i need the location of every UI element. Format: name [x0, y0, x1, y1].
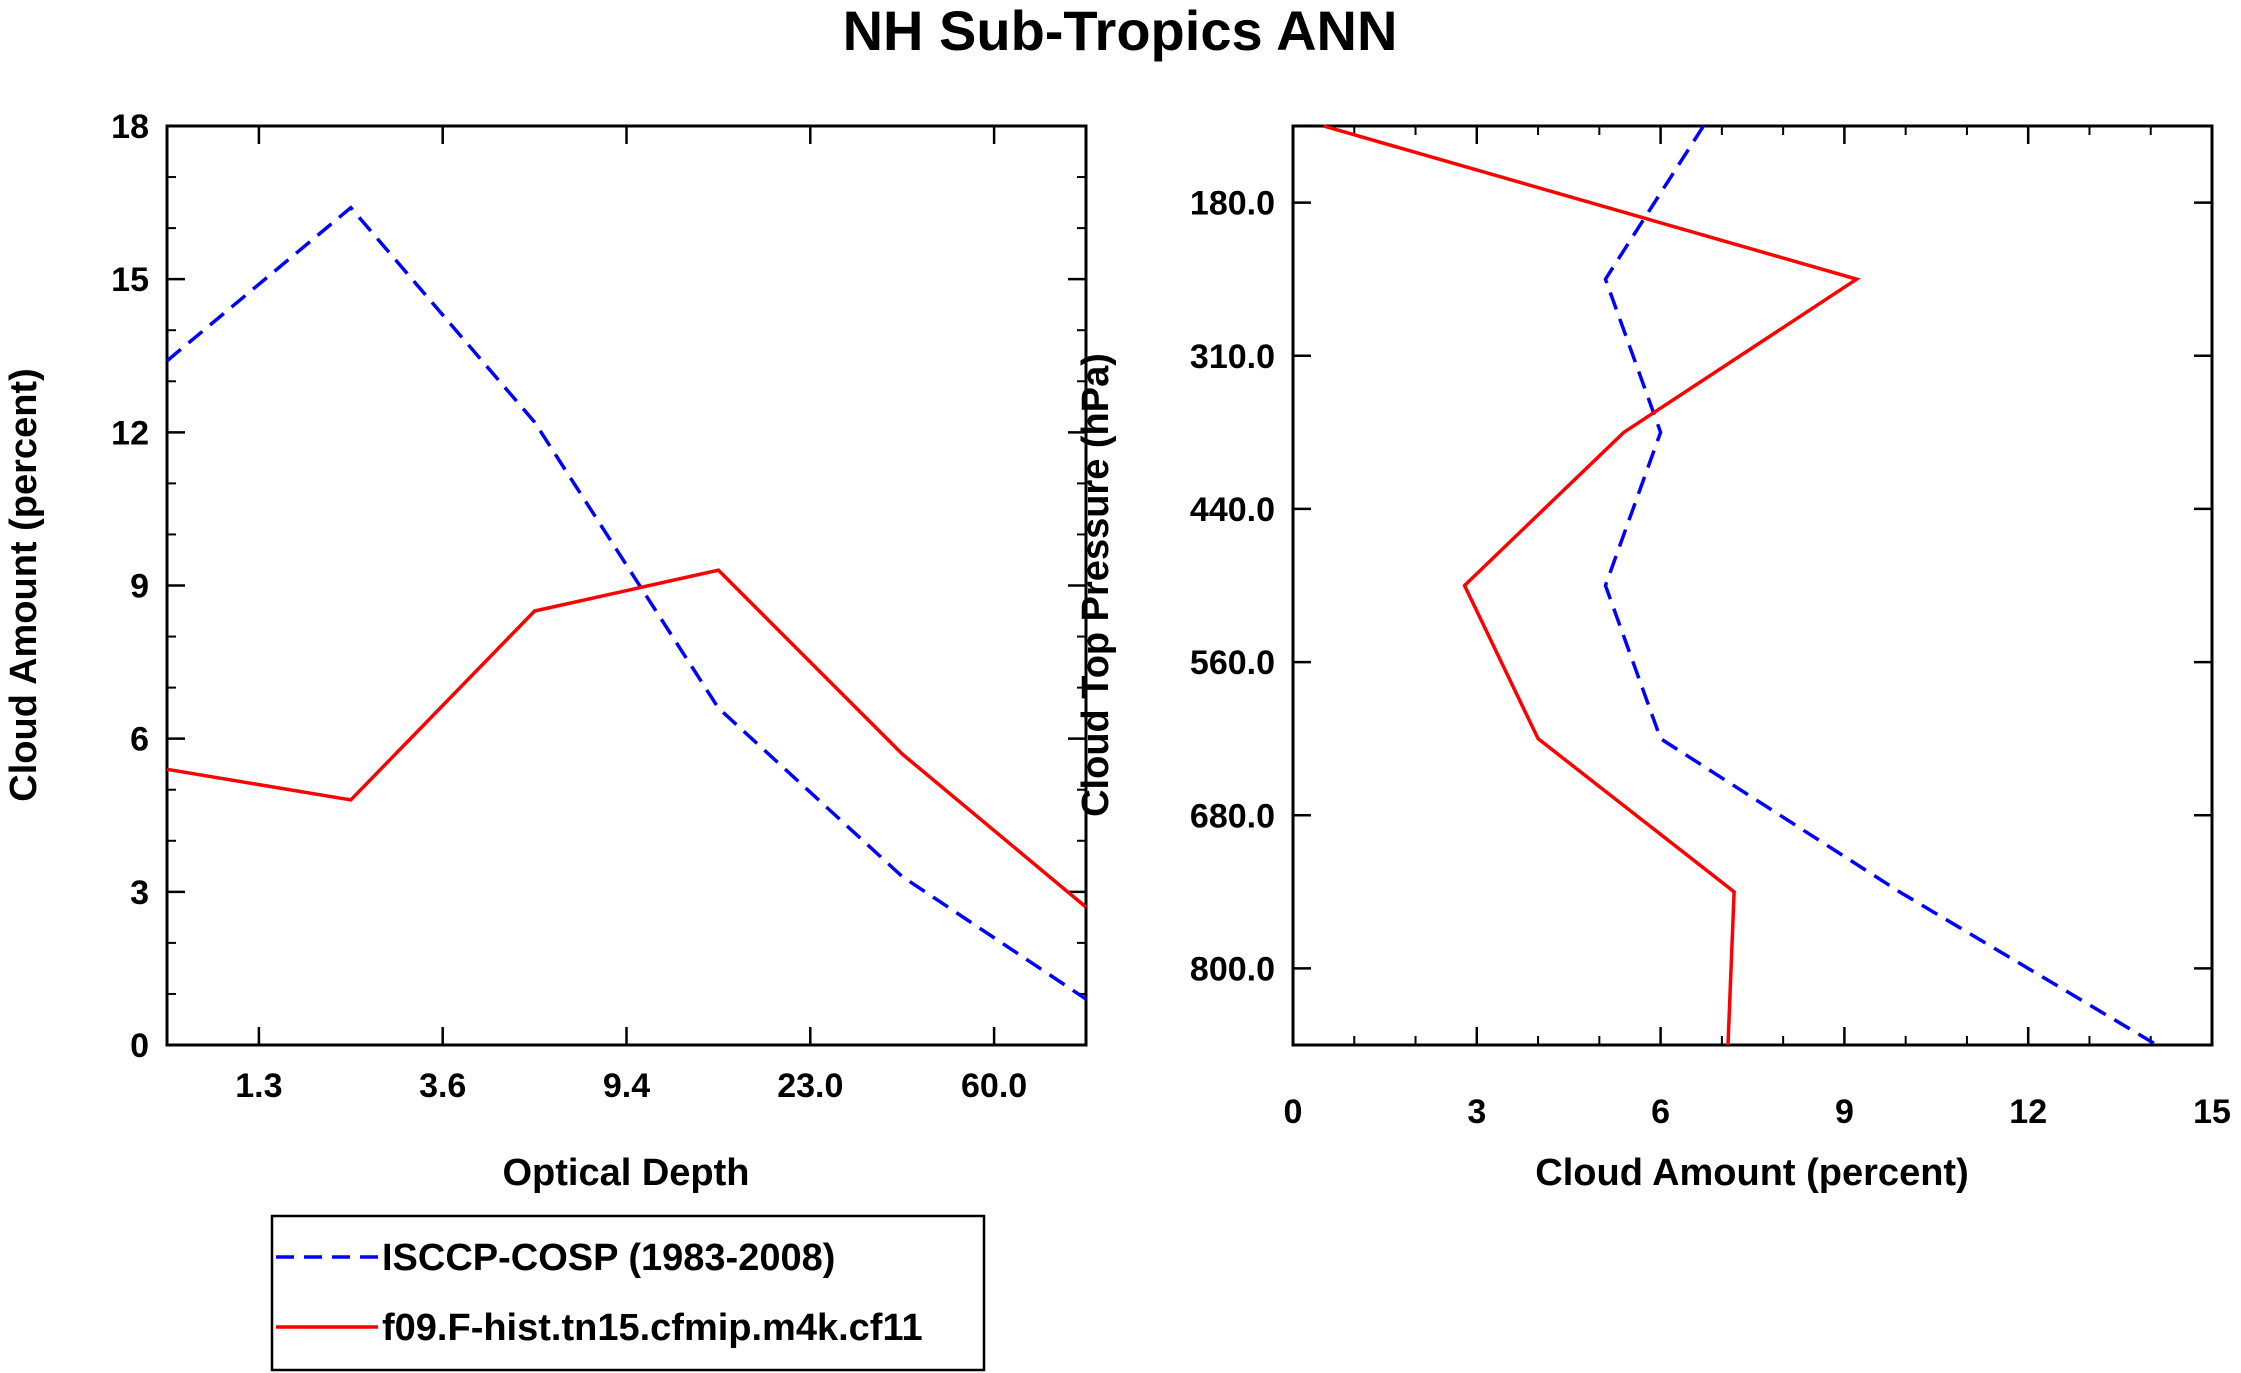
legend-label-isccp: ISCCP-COSP (1983-2008): [382, 1237, 835, 1279]
panel1-y-tick-label: 6: [130, 721, 149, 759]
panel1-x-axis-label: Optical Depth: [502, 1152, 749, 1194]
panel2-x-tick-label: 3: [1467, 1093, 1486, 1131]
panel1-x-tick-label: 1.3: [235, 1067, 282, 1105]
panel2-y-tick-label: 560.0: [1190, 644, 1275, 682]
panel1-x-tick-label: 60.0: [961, 1067, 1027, 1105]
panel1-y-axis-label: Cloud Amount (percent): [3, 368, 45, 801]
panel2-y-tick-label: 440.0: [1190, 491, 1275, 529]
panel2-y-tick-label: 180.0: [1190, 185, 1275, 223]
legend-label-model: f09.F-hist.tn15.cfmip.m4k.cf11: [382, 1307, 923, 1349]
panel2-x-tick-label: 12: [2009, 1093, 2047, 1131]
panel2-x-tick-label: 9: [1835, 1093, 1854, 1131]
legend-box: [270, 1214, 986, 1372]
panel1-y-tick-label: 18: [111, 108, 149, 146]
figure-title: NH Sub-Tropics ANN: [843, 0, 1398, 62]
panel2-x-axis-label: Cloud Amount (percent): [1535, 1152, 1968, 1194]
panel1-x-tick-label: 23.0: [777, 1067, 843, 1105]
panel1-y-tick-label: 12: [111, 414, 149, 452]
panel2-x-tick-label: 15: [2193, 1093, 2231, 1131]
panel1-y-tick-label: 15: [111, 261, 149, 299]
panel2-series-line-1: [1323, 124, 1861, 1046]
panel1-y-tick-label: 3: [130, 874, 149, 912]
panel2-series-line-0: [1603, 125, 2158, 1047]
panel1-series-line-1: [166, 568, 1088, 909]
panel1-y-tick-label: 9: [130, 568, 149, 606]
panel1-series-line-0: [165, 205, 1087, 1001]
panel2-frame: [1291, 124, 2214, 1047]
panel1-frame: [165, 124, 1088, 1047]
panel2-x-tick-label: 0: [1284, 1093, 1303, 1131]
panel2-y-tick-label: 800.0: [1190, 950, 1275, 988]
panel2-x-tick-label: 6: [1651, 1093, 1670, 1131]
optical-depth-panel: 0 3 6 9 12 15 18 1.3 3.6 9.4 23.0 60.0 Optical Dept…: [3, 108, 1088, 1194]
panel2-y-tick-label: 310.0: [1190, 338, 1275, 376]
legend: ISCCP-COSP (1983-2008) f09.F-hist.tn15.c…: [270, 1214, 986, 1372]
panel1-x-tick-label: 9.4: [603, 1067, 650, 1105]
panel2-y-tick-label: 680.0: [1190, 797, 1275, 835]
panel1-x-tick-label: 3.6: [419, 1067, 466, 1105]
panel2-y-axis-label: Cloud Top Pressure (hPa): [1075, 353, 1117, 817]
cloud-top-pressure-panel: 0 3 6 9 12 15 180.0 310.0 440.0 560.0 680.0 800.0 C…: [1075, 124, 2231, 1194]
panel1-y-tick-label: 0: [130, 1027, 149, 1065]
